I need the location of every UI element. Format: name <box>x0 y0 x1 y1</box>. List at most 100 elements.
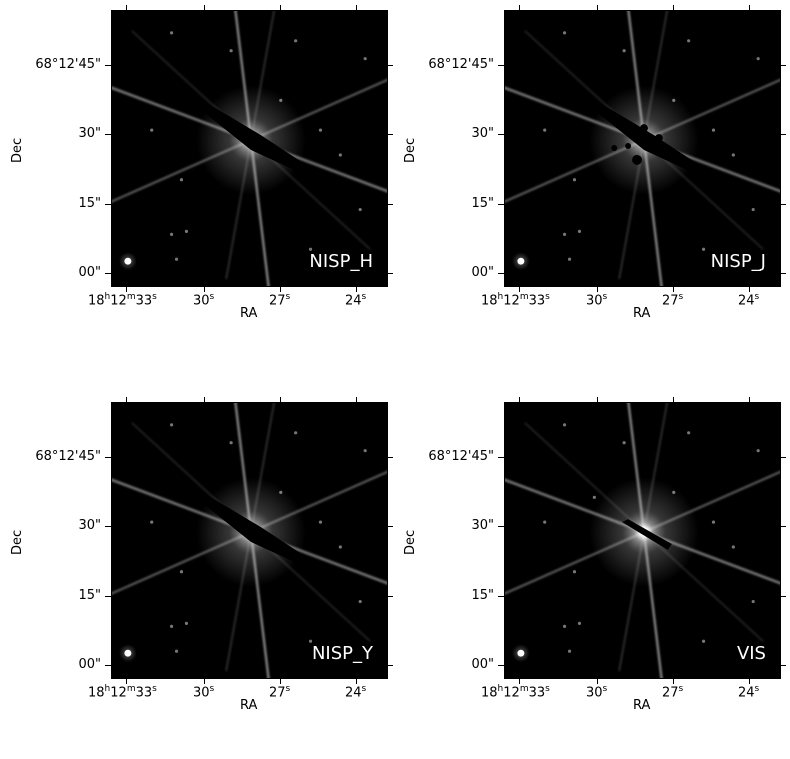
image-panel-vis: VIS 68°12'45" 30" 15" 00" 18h12m33s 30s 27s 24s D… <box>393 392 788 759</box>
y-tick-label: 68°12'45" <box>35 449 101 464</box>
x-tick-mark-top <box>126 397 127 402</box>
y-tick-mark <box>498 596 504 597</box>
y-tick-mark-right <box>388 457 393 458</box>
x-axis-label: RA <box>633 698 651 713</box>
y-tick-mark <box>105 526 111 527</box>
y-tick-mark <box>105 134 111 135</box>
image-panel-nisp_y: NISP_Y 68°12'45" 30" 15" 00" 18h12m33s 30s 27s 2… <box>0 392 395 759</box>
y-tick-mark-right <box>388 134 393 135</box>
x-axis-label: RA <box>240 306 258 321</box>
y-tick-mark-right <box>781 273 786 274</box>
x-tick-mark <box>126 679 127 684</box>
x-tick-mark <box>673 679 674 684</box>
x-tick-label: 27s <box>662 292 684 309</box>
x-tick-label: 30s <box>193 684 215 701</box>
image-panel-nisp_h: NISP_H 68°12'45" 30" 15" 00" 18h12m33s 30s 27s 2… <box>0 0 395 367</box>
star-image <box>505 403 780 678</box>
y-tick-mark-right <box>781 134 786 135</box>
y-tick-mark <box>498 457 504 458</box>
x-tick-label: 27s <box>269 292 291 309</box>
sky-image: VIS <box>504 402 781 679</box>
y-tick-mark-right <box>388 596 393 597</box>
image-panel-nisp_j: NISP_J 68°12'45" 30" 15" 00" 18h12m33s 30s 27s 2… <box>393 0 788 367</box>
y-tick-label: 15" <box>78 196 101 211</box>
y-tick-mark-right <box>388 665 393 666</box>
y-tick-mark-right <box>388 273 393 274</box>
y-tick-mark <box>105 65 111 66</box>
y-tick-label: 15" <box>471 196 494 211</box>
x-tick-mark-top <box>519 5 520 10</box>
band-label: VIS <box>736 643 766 664</box>
x-tick-label: 18h12m33s <box>88 684 157 701</box>
x-tick-label: 24s <box>738 292 760 309</box>
x-tick-label: 18h12m33s <box>88 292 157 309</box>
sky-image: NISP_H <box>111 10 388 287</box>
x-tick-mark <box>356 287 357 292</box>
x-tick-label: 24s <box>345 684 367 701</box>
y-tick-mark <box>105 457 111 458</box>
x-tick-mark-top <box>126 5 127 10</box>
y-tick-mark-right <box>781 204 786 205</box>
x-tick-mark-top <box>204 397 205 402</box>
x-tick-mark-top <box>204 5 205 10</box>
y-tick-mark <box>105 596 111 597</box>
x-tick-mark <box>280 287 281 292</box>
x-tick-mark <box>280 679 281 684</box>
y-tick-label: 30" <box>471 126 494 141</box>
y-tick-mark <box>498 204 504 205</box>
y-tick-mark <box>498 273 504 274</box>
x-tick-mark <box>519 679 520 684</box>
y-tick-mark-right <box>781 665 786 666</box>
sky-image: NISP_Y <box>111 402 388 679</box>
y-tick-label: 15" <box>78 588 101 603</box>
y-tick-mark-right <box>388 526 393 527</box>
y-axis-label: Dec <box>10 529 25 555</box>
star-image <box>112 403 387 678</box>
x-tick-label: 30s <box>586 684 608 701</box>
sky-image: NISP_J <box>504 10 781 287</box>
x-tick-label: 27s <box>662 684 684 701</box>
x-tick-mark-top <box>280 397 281 402</box>
x-tick-mark-top <box>597 397 598 402</box>
y-axis-label: Dec <box>403 137 418 163</box>
x-tick-label: 18h12m33s <box>481 292 550 309</box>
x-tick-mark-top <box>356 397 357 402</box>
y-tick-label: 30" <box>78 126 101 141</box>
x-tick-label: 24s <box>738 684 760 701</box>
x-tick-mark-top <box>519 397 520 402</box>
star-image <box>505 11 780 286</box>
y-tick-label: 00" <box>471 265 494 280</box>
y-tick-mark <box>498 65 504 66</box>
y-tick-mark <box>498 665 504 666</box>
x-tick-mark <box>749 287 750 292</box>
y-tick-label: 00" <box>471 657 494 672</box>
x-tick-label: 24s <box>345 292 367 309</box>
y-tick-mark-right <box>781 65 786 66</box>
x-tick-label: 30s <box>193 292 215 309</box>
y-tick-mark <box>498 526 504 527</box>
x-tick-label: 18h12m33s <box>481 684 550 701</box>
y-tick-label: 30" <box>78 518 101 533</box>
x-tick-mark <box>519 287 520 292</box>
y-tick-label: 30" <box>471 518 494 533</box>
y-tick-mark <box>498 134 504 135</box>
x-tick-mark-top <box>749 5 750 10</box>
x-tick-mark <box>204 679 205 684</box>
y-tick-label: 00" <box>78 657 101 672</box>
x-tick-mark <box>749 679 750 684</box>
y-tick-mark-right <box>388 65 393 66</box>
x-tick-mark <box>204 287 205 292</box>
band-label: NISP_Y <box>311 643 373 664</box>
y-tick-mark <box>105 204 111 205</box>
star-image <box>112 11 387 286</box>
x-axis-label: RA <box>240 698 258 713</box>
x-tick-mark-top <box>673 397 674 402</box>
x-tick-mark-top <box>673 5 674 10</box>
x-tick-mark-top <box>597 5 598 10</box>
x-tick-mark <box>597 679 598 684</box>
y-tick-label: 68°12'45" <box>35 57 101 72</box>
x-tick-mark <box>673 287 674 292</box>
y-tick-label: 68°12'45" <box>428 449 494 464</box>
y-tick-mark <box>105 665 111 666</box>
y-axis-label: Dec <box>10 137 25 163</box>
